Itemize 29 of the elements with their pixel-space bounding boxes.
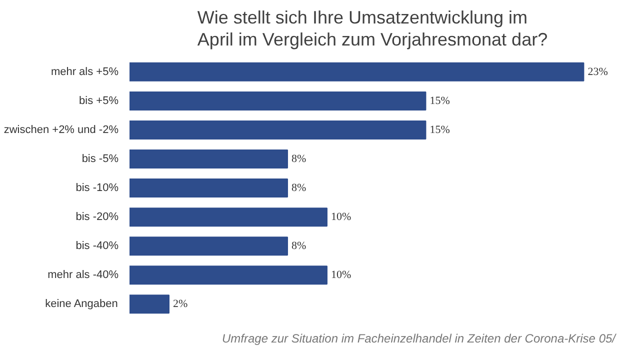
data-label: 8% xyxy=(291,182,306,194)
data-label: 23% xyxy=(588,66,608,78)
y-tick-label: mehr als -40% xyxy=(48,269,119,282)
y-tick-label: bis -10% xyxy=(76,182,119,194)
data-label: 2% xyxy=(172,298,188,310)
bar xyxy=(130,294,170,314)
bar xyxy=(130,208,328,227)
text: Umfrage zur Situation im Facheinzelhandel in Zeiten der Corona-Krise 05/ xyxy=(222,332,618,346)
y-tick-label: bis -40% xyxy=(76,240,119,252)
bar xyxy=(130,236,288,256)
y-tick-label: mehr als +5% xyxy=(50,66,119,78)
data-label: 15% xyxy=(430,124,450,136)
data-label: 8% xyxy=(291,240,306,252)
y-tick-label: keine Angaben xyxy=(45,298,118,310)
data-label: 8% xyxy=(291,153,306,166)
data-label: 10% xyxy=(330,211,352,224)
y-tick-label: zwischen +2% und -2% xyxy=(4,124,119,136)
bar xyxy=(130,91,426,110)
bar xyxy=(130,150,288,169)
bar xyxy=(130,120,426,140)
y-tick-label: bis +5% xyxy=(79,94,119,107)
bar xyxy=(130,62,584,82)
chart-title: Wie stellt sich Ihre Umsatzentwicklung im April im Vergleich zum Vorjahresmonat dar? xyxy=(197,8,548,50)
y-tick-label: bis -5% xyxy=(82,153,119,166)
data-label: 15% xyxy=(430,94,450,107)
bar xyxy=(130,178,288,198)
data-label: 10% xyxy=(330,269,352,282)
bar xyxy=(130,266,328,285)
y-tick-label: bis -20% xyxy=(76,211,119,224)
